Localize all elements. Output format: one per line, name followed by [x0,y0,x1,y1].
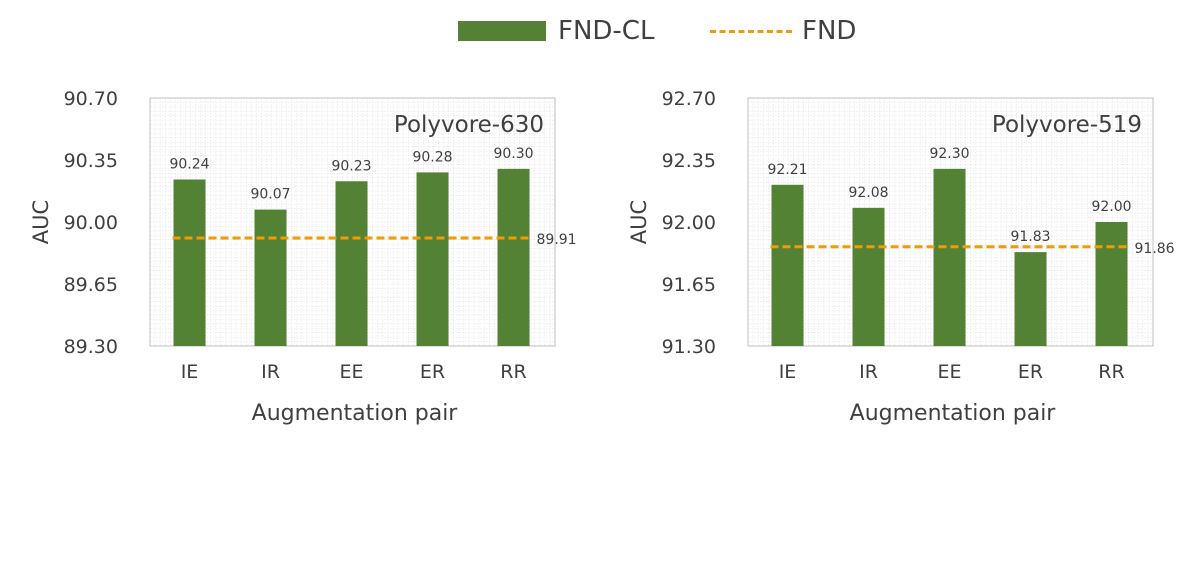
bar-value-label: 92.21 [767,162,807,178]
x-tick-label: ER [1018,361,1043,383]
fnd-value-label: 89.91 [537,232,577,248]
bar-value-label: 90.07 [250,187,290,203]
y-axis-label: AUC [627,200,651,244]
legend-swatch-dashed-line [710,29,792,33]
y-tick-label: 90.35 [64,150,118,172]
legend: FND-CL FND [0,0,1196,62]
y-tick-label: 91.65 [662,274,716,296]
bar-ie [771,184,804,346]
bar-rr [497,168,530,346]
x-tick-label: RR [500,361,526,383]
legend-item-fnd-cl: FND-CL [458,14,654,48]
x-axis-label: Augmentation pair [850,401,1057,426]
y-tick-label: 92.35 [662,150,716,172]
bar-value-label: 90.30 [493,146,533,162]
bar-ee [335,181,368,346]
y-tick-label: 91.30 [662,336,716,358]
y-axis-label: AUC [29,200,53,244]
x-tick-label: RR [1098,361,1124,383]
bar-ie [173,179,206,346]
bar-ir [254,209,287,346]
x-tick-label: EE [339,361,363,383]
x-tick-label: ER [420,361,445,383]
y-tick-label: 90.70 [64,88,118,110]
bar-er [416,172,449,346]
bar-value-label: 92.00 [1091,199,1131,215]
bar-er [1014,252,1047,346]
y-tick-label: 92.00 [662,212,716,234]
legend-label-fnd: FND [802,16,857,46]
bar-value-label: 90.24 [169,156,209,172]
bar-value-label: 90.28 [412,149,452,165]
bar-ee [933,168,966,346]
y-tick-label: 90.00 [64,212,118,234]
bar-value-label: 91.83 [1010,229,1050,245]
fnd-value-label: 91.86 [1135,241,1175,257]
chart-polyvore-519: 91.30 91.65 92.00 92.35 92.70 AUC 92.21 IE 92.08… [627,88,1175,426]
bar-value-label: 92.08 [848,185,888,201]
chart-title: Polyvore-630 [394,112,544,138]
bar-rr [1095,222,1128,346]
x-axis-label: Augmentation pair [252,401,459,426]
bar-value-label: 90.23 [331,158,371,174]
x-tick-label: EE [937,361,961,383]
bar-value-label: 92.30 [929,146,969,162]
bar-ir [852,207,885,346]
y-tick-label: 92.70 [662,88,716,110]
chart-title: Polyvore-519 [992,112,1142,138]
x-tick-label: IR [859,361,878,383]
legend-swatch-bar [458,21,546,41]
y-tick-label: 89.65 [64,274,118,296]
x-tick-label: IE [779,361,797,383]
y-tick-label: 89.30 [64,336,118,358]
x-tick-label: IE [181,361,199,383]
legend-item-fnd: FND [710,14,856,48]
x-tick-label: IR [261,361,280,383]
legend-label-fnd-cl: FND-CL [558,16,655,46]
chart-polyvore-630: 89.30 89.65 90.00 90.35 90.70 AUC 90.24 IE 90.07… [29,88,577,426]
